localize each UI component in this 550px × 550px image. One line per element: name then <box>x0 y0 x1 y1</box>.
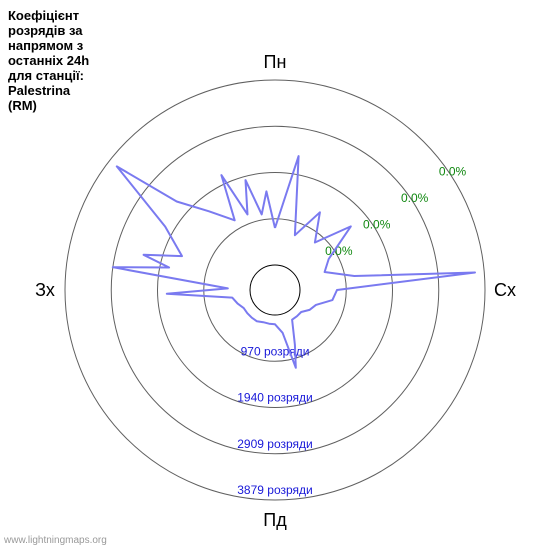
cardinal-w: Зх <box>35 280 55 300</box>
cardinal-s: Пд <box>263 510 287 530</box>
cardinal-n: Пн <box>264 52 287 72</box>
percent-label: 0.0% <box>401 191 429 205</box>
percent-label: 0.0% <box>363 217 391 231</box>
footer-credit: www.lightningmaps.org <box>4 535 107 546</box>
ring-label: 2909 розряди <box>237 437 313 451</box>
ring-label: 1940 розряди <box>237 391 313 405</box>
ring-label: 3879 розряди <box>237 483 313 497</box>
percent-label: 0.0% <box>439 164 467 178</box>
center-hole <box>250 265 300 315</box>
percent-label: 0.0% <box>325 244 353 258</box>
ring-label: 970 розряди <box>241 344 310 358</box>
chart-title: Коефіцієнт розрядів за напрямом з останн… <box>8 8 89 113</box>
cardinal-e: Сх <box>494 280 516 300</box>
